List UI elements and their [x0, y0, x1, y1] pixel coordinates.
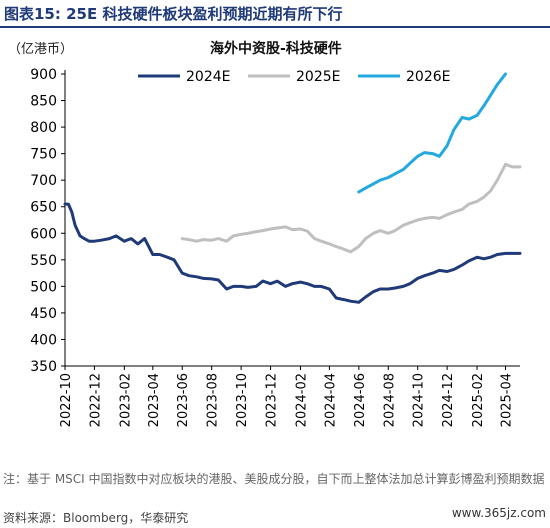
x-tick-label: 2024-12 — [441, 373, 456, 427]
legend-label-2025E: 2025E — [296, 69, 340, 85]
y-tick-label: 650 — [30, 200, 57, 216]
x-tick-label: 2024-02 — [294, 373, 309, 427]
x-tick-label: 2022-10 — [59, 373, 74, 427]
y-tick-label: 800 — [30, 120, 57, 136]
x-tick-label: 2023-10 — [235, 373, 250, 427]
series-line-2026E — [357, 72, 507, 194]
x-tick-label: 2022-12 — [88, 373, 103, 427]
x-tick-label: 2023-08 — [206, 373, 221, 427]
x-tick-label: 2024-08 — [382, 373, 397, 427]
y-tick-label: 700 — [30, 173, 57, 189]
y-tick-label: 500 — [30, 279, 57, 295]
x-tick-label: 2025-02 — [471, 373, 486, 427]
x-tick-label: 2023-12 — [265, 373, 280, 427]
series-line-2025E — [180, 162, 522, 254]
series-line-2024E — [63, 202, 522, 304]
source-line: 资料来源：Bloomberg，华泰研究 — [3, 511, 189, 525]
y-tick-label: 450 — [30, 306, 57, 322]
chart-title: 海外中资股-科技硬件 — [210, 41, 342, 57]
y-tick-label: 350 — [30, 359, 57, 375]
legend-label-2024E: 2024E — [186, 69, 230, 85]
legend-label-2026E: 2026E — [406, 69, 450, 85]
x-tick-label: 2025-04 — [500, 373, 515, 427]
unit-label: （亿港币） — [8, 42, 74, 57]
y-tick-label: 550 — [30, 253, 57, 269]
x-tick-label: 2024-10 — [412, 373, 427, 427]
x-tick-label: 2024-04 — [323, 373, 338, 427]
footnote: 注：基于 MSCI 中国指数中对应板块的港股、美股成分股，自下而上整体法加总计算… — [3, 472, 545, 486]
y-tick-label: 900 — [30, 67, 57, 83]
x-tick-label: 2024-06 — [353, 373, 368, 427]
y-tick-label: 400 — [30, 332, 57, 348]
y-tick-label: 750 — [30, 147, 57, 163]
watermark: www.365jz.com — [451, 506, 546, 520]
x-tick-label: 2023-06 — [176, 373, 191, 427]
figure-title: 图表15: 25E 科技硬件板块盈利预期近期有所下行 — [4, 5, 343, 23]
x-tick-label: 2023-02 — [118, 373, 133, 427]
title-rule — [0, 26, 550, 28]
y-tick-label: 600 — [30, 226, 57, 242]
x-tick-label: 2023-04 — [147, 373, 162, 427]
y-tick-label: 850 — [30, 94, 57, 110]
